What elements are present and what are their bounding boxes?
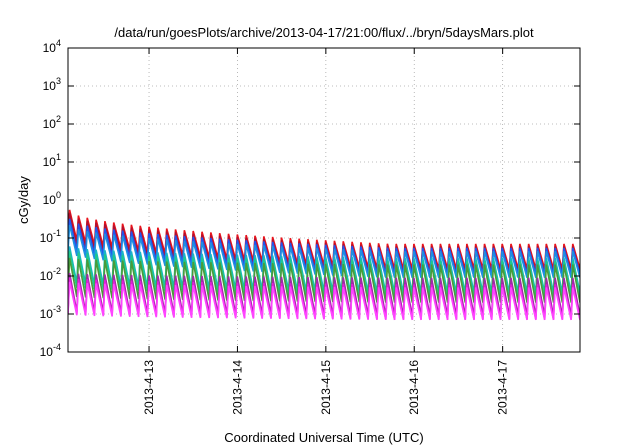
y-tick-label: 103 bbox=[43, 76, 61, 93]
x-tick-label: 2013-4-17 bbox=[496, 360, 510, 415]
y-tick-base: 10 bbox=[43, 193, 57, 207]
y-tick-exponent: 0 bbox=[56, 190, 61, 200]
y-tick-exponent: -4 bbox=[53, 342, 61, 352]
x-axis-ticks: 2013-4-13 2013-4-14 2013-4-15 2013-4-16 2013… bbox=[142, 48, 510, 415]
y-tick-base: 10 bbox=[40, 307, 54, 321]
series-line-9 bbox=[68, 281, 580, 321]
y-tick-exponent: 2 bbox=[56, 114, 61, 124]
y-tick-base: 10 bbox=[40, 231, 54, 245]
y-tick-label: 104 bbox=[43, 38, 61, 55]
y-tick-base: 10 bbox=[43, 117, 57, 131]
y-tick-base: 10 bbox=[40, 345, 54, 359]
y-tick-base: 10 bbox=[43, 155, 57, 169]
y-tick-exponent: 4 bbox=[56, 38, 61, 48]
x-axis-label: Coordinated Universal Time (UTC) bbox=[224, 430, 423, 445]
y-tick-exponent: -1 bbox=[53, 228, 61, 238]
y-tick-label: 10-3 bbox=[40, 304, 61, 321]
x-tick-label: 2013-4-13 bbox=[142, 360, 156, 415]
y-tick-label: 10-2 bbox=[40, 266, 61, 283]
y-tick-base: 10 bbox=[40, 269, 54, 283]
x-tick-label: 2013-4-14 bbox=[230, 360, 244, 415]
y-tick-label: 100 bbox=[43, 190, 61, 207]
y-tick-exponent: 3 bbox=[56, 76, 61, 86]
y-tick-label: 10-1 bbox=[40, 228, 61, 245]
x-tick-label: 2013-4-15 bbox=[319, 360, 333, 415]
y-tick-exponent: -2 bbox=[53, 266, 61, 276]
y-tick-label: 102 bbox=[43, 114, 61, 131]
chart-title: /data/run/goesPlots/archive/2013-04-17/2… bbox=[114, 25, 534, 40]
y-tick-base: 10 bbox=[43, 41, 57, 55]
y-tick-base: 10 bbox=[43, 79, 57, 93]
y-tick-exponent: -3 bbox=[53, 304, 61, 314]
y-axis-label: cGy/day bbox=[16, 176, 31, 224]
plot-series bbox=[68, 209, 580, 321]
x-tick-label: 2013-4-16 bbox=[407, 360, 421, 415]
y-tick-label: 10-4 bbox=[40, 342, 61, 359]
y-tick-exponent: 1 bbox=[56, 152, 61, 162]
y-tick-label: 101 bbox=[43, 152, 61, 169]
